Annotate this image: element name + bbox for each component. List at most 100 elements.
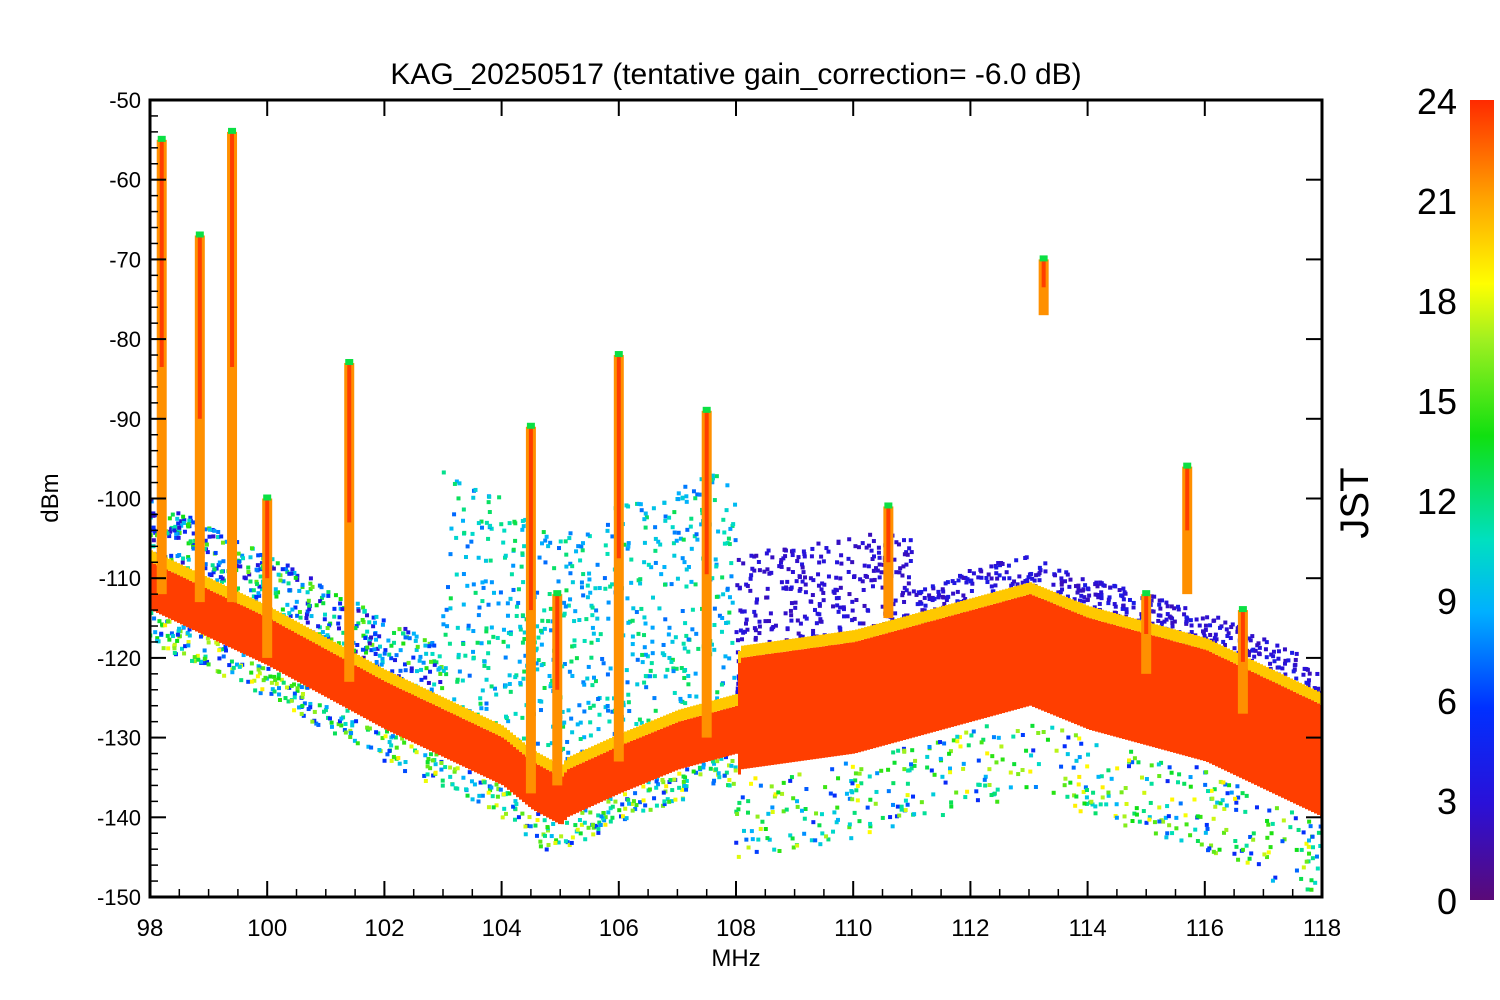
scatter-point [179, 519, 184, 524]
scatter-point [793, 605, 798, 610]
scatter-point [238, 564, 243, 569]
scatter-point [727, 656, 732, 661]
noise-floor-edge [204, 576, 207, 588]
scatter-point [1222, 642, 1227, 647]
scatter-point [1174, 826, 1179, 831]
scatter-point [955, 734, 960, 739]
scatter-point [211, 570, 216, 575]
scatter-point [911, 794, 916, 799]
scatter-point [954, 790, 959, 795]
noise-floor-segment [678, 721, 681, 770]
x-tick-label: 100 [247, 915, 287, 942]
scatter-point [352, 738, 357, 743]
scatter-point [877, 575, 882, 580]
scatter-point [305, 685, 310, 690]
scatter-point [422, 773, 427, 778]
scatter-point [1084, 795, 1089, 800]
scatter-point [411, 631, 416, 636]
noise-floor-edge [336, 643, 339, 656]
scatter-point [852, 810, 857, 815]
scatter-point [724, 621, 729, 626]
noise-floor-segment [1308, 699, 1311, 811]
scatter-point [944, 598, 949, 603]
noise-floor-segment [330, 652, 333, 701]
scatter-point [802, 831, 807, 836]
scatter-point [543, 560, 548, 565]
noise-floor-edge [276, 610, 279, 623]
scatter-point [600, 656, 605, 661]
scatter-point [365, 725, 370, 730]
scatter-point [1293, 816, 1298, 821]
noise-floor-segment [1128, 629, 1131, 741]
scatter-point [305, 620, 310, 625]
scatter-point [1280, 839, 1285, 844]
noise-floor-segment [510, 744, 513, 793]
scatter-point [360, 647, 365, 652]
noise-floor-segment [612, 748, 615, 797]
noise-floor-segment [768, 653, 771, 766]
scatter-point [170, 634, 175, 639]
scatter-point [578, 558, 583, 563]
scatter-point [981, 737, 986, 742]
scatter-point [717, 775, 722, 780]
scatter-point [166, 619, 171, 624]
scatter-point [1033, 784, 1038, 789]
noise-floor-edge [585, 748, 588, 761]
scatter-point [909, 766, 914, 771]
noise-floor-edge [819, 634, 822, 647]
scatter-point [670, 657, 675, 662]
scatter-point [895, 804, 900, 809]
scatter-point [501, 792, 506, 797]
scatter-point [650, 651, 655, 656]
noise-floor-segment [1059, 606, 1062, 718]
scatter-point [168, 529, 173, 534]
noise-floor-segment [981, 607, 984, 719]
scatter-point [722, 773, 727, 778]
scatter-point [336, 626, 341, 631]
noise-floor-segment [1278, 684, 1281, 797]
scatter-point [414, 669, 419, 674]
scatter-point [871, 568, 876, 573]
scatter-point [276, 676, 281, 681]
scatter-point [361, 633, 366, 638]
scatter-point [979, 740, 984, 745]
scatter-point [430, 758, 435, 763]
scatter-point [342, 728, 347, 733]
scatter-point [1159, 620, 1164, 625]
scatter-point [325, 633, 330, 638]
noise-floor-edge [858, 628, 861, 641]
noise-floor-edge [1188, 633, 1191, 646]
scatter-point [549, 834, 554, 839]
noise-floor-segment [939, 618, 942, 731]
scatter-point [922, 608, 927, 613]
noise-floor-edge [849, 630, 852, 643]
scatter-point [258, 574, 263, 579]
scatter-point [221, 647, 226, 652]
scatter-point [161, 646, 166, 651]
scatter-point [1020, 732, 1025, 737]
scatter-point [439, 767, 444, 772]
scatter-point [626, 541, 631, 546]
noise-floor-segment [690, 718, 693, 767]
scatter-point [506, 719, 511, 724]
noise-floor-edge [879, 622, 882, 635]
scatter-point [860, 579, 865, 584]
colorbar-gradient [1470, 100, 1494, 900]
noise-floor-edge [417, 685, 420, 698]
scatter-point [585, 583, 590, 588]
scatter-point [686, 649, 691, 654]
scatter-point [1299, 876, 1304, 881]
noise-floor-segment [1182, 643, 1185, 756]
noise-floor-edge [1176, 630, 1179, 643]
scatter-point [402, 740, 407, 745]
noise-floor-segment [636, 738, 639, 787]
noise-floor-segment [963, 612, 966, 724]
scatter-point [433, 762, 438, 767]
scatter-point [287, 611, 292, 616]
scatter-point [984, 576, 989, 581]
scatter-point [516, 815, 521, 820]
scatter-point [533, 823, 538, 828]
scatter-point [1256, 641, 1261, 646]
noise-floor-edge [612, 736, 615, 749]
scatter-point [218, 575, 223, 580]
